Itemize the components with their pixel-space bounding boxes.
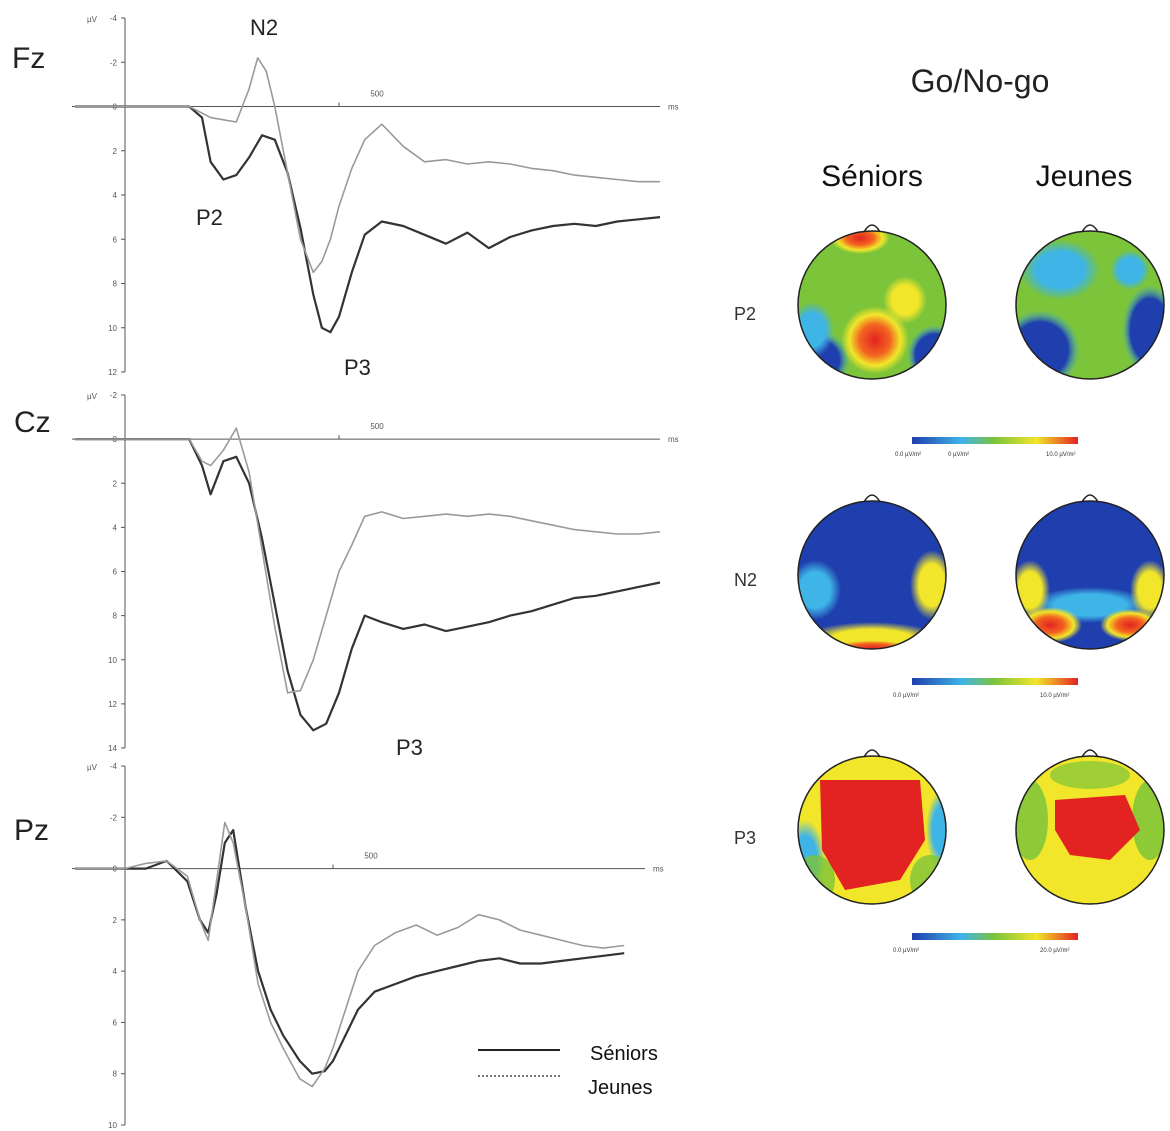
colorbar-p3-max: 20.0 µV/m² xyxy=(1040,948,1069,954)
y-tick-label: 12 xyxy=(108,700,117,709)
y-tick-label: 10 xyxy=(108,656,117,665)
y-tick-label: 12 xyxy=(108,368,117,377)
colorbar-p2-mid: 0 µV/m² xyxy=(948,452,969,458)
y-tick-label: 4 xyxy=(113,967,118,976)
y-tick-label: -4 xyxy=(110,762,118,771)
y-tick-label: 14 xyxy=(108,744,117,753)
y-tick-label: 10 xyxy=(108,324,117,333)
colorbar-n2-min: 0.0 µV/m² xyxy=(893,693,919,699)
y-tick-label: 6 xyxy=(113,235,118,244)
topomap-p2-seniors xyxy=(797,224,947,380)
colorbar-p2-min: 0.0 µV/m² xyxy=(895,452,921,458)
y-unit-label: µV xyxy=(87,15,98,24)
x-tick-label: 500 xyxy=(370,422,384,431)
series-jeunes-fz xyxy=(75,56,660,274)
y-tick-label: -2 xyxy=(110,813,118,822)
series-jeunes-cz xyxy=(75,427,661,694)
y-tick-label: 8 xyxy=(113,1070,118,1079)
series-jeunes-pz xyxy=(75,821,625,1088)
legend: Séniors Jeunes xyxy=(478,1043,658,1099)
x-tick-label: 500 xyxy=(370,90,384,99)
y-tick-label: 2 xyxy=(113,479,118,488)
group-label-seniors: Séniors xyxy=(821,160,923,193)
electrode-label-fz: Fz xyxy=(12,42,45,75)
row-label-p2: P2 xyxy=(734,304,756,324)
peak-label-fz-p2: P2 xyxy=(196,205,223,230)
y-tick-label: -4 xyxy=(110,14,118,23)
peak-label-fz-n2: N2 xyxy=(250,15,278,40)
x-tick-label: 500 xyxy=(364,852,378,861)
y-tick-label: -2 xyxy=(110,58,118,67)
row-label-n2: N2 xyxy=(734,570,757,590)
colorbar-p3: 0.0 µV/m² 20.0 µV/m² xyxy=(893,933,1078,954)
y-tick-label: 4 xyxy=(113,523,118,532)
x-unit-label: ms xyxy=(668,103,679,112)
topomap-p3-jeunes xyxy=(1015,749,1165,905)
x-unit-label: ms xyxy=(653,865,664,874)
row-label-p3: P3 xyxy=(734,828,756,848)
y-unit-label: µV xyxy=(87,392,98,401)
y-tick-label: 8 xyxy=(113,612,118,621)
electrode-label-cz: Cz xyxy=(14,406,51,439)
colorbar-n2: 0.0 µV/m² 10.0 µV/m² xyxy=(893,678,1078,699)
group-label-jeunes: Jeunes xyxy=(1036,160,1133,193)
y-tick-label: 6 xyxy=(113,1018,118,1027)
colorbar-n2-max: 10.0 µV/m² xyxy=(1040,693,1069,699)
topomap-p3-seniors xyxy=(797,749,947,905)
y-unit-label: µV xyxy=(87,763,98,772)
waveform-panels: FzµV-4-2024681012500msCzµV-2024681012145… xyxy=(12,14,679,1130)
colorbar-p3-min: 0.0 µV/m² xyxy=(893,948,919,954)
y-tick-label: 2 xyxy=(113,916,118,925)
y-tick-label: -2 xyxy=(110,391,118,400)
topomap-p2-jeunes xyxy=(1015,224,1165,380)
colorbar-p2-max: 10.0 µV/m² xyxy=(1046,452,1075,458)
y-tick-label: 2 xyxy=(113,147,118,156)
topomap-n2-seniors xyxy=(797,494,947,650)
topo-title: Go/No-go xyxy=(911,63,1050,99)
peak-label-cz-p3: P3 xyxy=(396,735,423,760)
series-seniors-cz xyxy=(75,438,661,732)
y-tick-label: 10 xyxy=(108,1121,117,1130)
y-tick-label: 8 xyxy=(113,280,118,289)
electrode-label-pz: Pz xyxy=(14,814,49,847)
topomap-n2-jeunes xyxy=(1015,494,1165,650)
legend-seniors-label: Séniors xyxy=(590,1043,658,1065)
series-seniors-fz xyxy=(75,105,661,334)
legend-jeunes-label: Jeunes xyxy=(588,1077,653,1099)
y-tick-label: 6 xyxy=(113,568,118,577)
y-tick-label: 4 xyxy=(113,191,118,200)
peak-label-fz-p3: P3 xyxy=(344,355,371,380)
x-unit-label: ms xyxy=(668,435,679,444)
colorbar-p2: 0.0 µV/m² 0 µV/m² 10.0 µV/m² xyxy=(895,437,1078,458)
series-seniors-pz xyxy=(75,828,625,1075)
